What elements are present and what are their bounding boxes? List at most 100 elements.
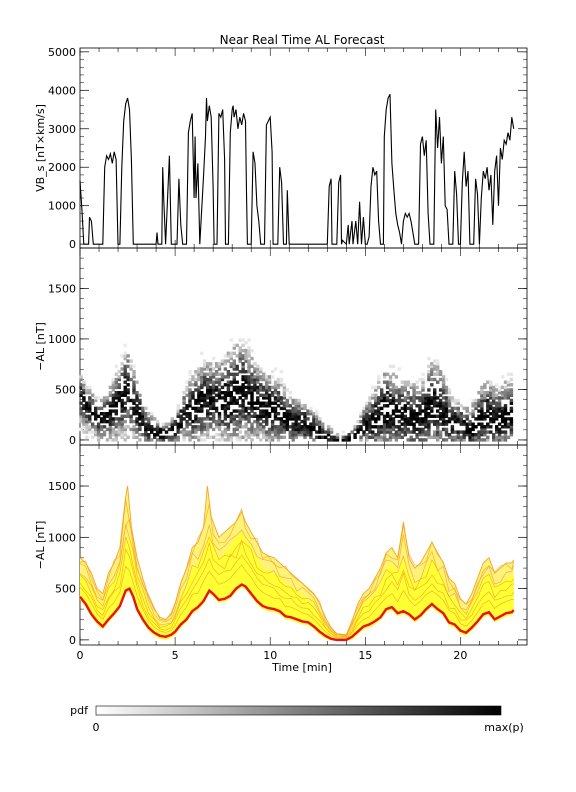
pdf-cell	[285, 425, 289, 429]
pdf-cell	[497, 398, 502, 403]
pdf-cell	[374, 419, 378, 424]
pdf-cell	[480, 414, 484, 418]
pdf-cell	[503, 404, 508, 408]
pdf-cell	[91, 398, 95, 403]
pdf-cell	[170, 427, 174, 432]
pdf-cell	[117, 393, 121, 397]
pdf-cell	[441, 427, 446, 432]
pdf-cell	[247, 427, 251, 432]
pdf-cell	[315, 412, 319, 416]
pdf-cell	[421, 385, 425, 390]
pdf-cell	[250, 356, 254, 361]
pdf-cell	[377, 412, 381, 416]
pdf-cell	[226, 354, 231, 358]
y-tick-label: 3000	[48, 123, 76, 136]
pdf-cell	[138, 393, 142, 397]
pdf-cell	[276, 425, 281, 429]
pdf-cell	[436, 427, 440, 432]
pdf-cell	[259, 388, 263, 392]
pdf-cell	[509, 388, 514, 392]
pdf-cell	[217, 438, 222, 442]
pdf-cell	[206, 377, 210, 382]
pdf-cell	[197, 398, 201, 403]
pdf-cell	[111, 401, 116, 405]
pdf-cell	[197, 375, 201, 379]
pdf-cell	[385, 380, 390, 384]
pdf-cell	[105, 438, 110, 442]
pdf-cell	[480, 412, 484, 416]
pdf-cell	[226, 375, 231, 379]
pdf-cell	[206, 427, 210, 432]
pdf-cell	[138, 425, 142, 429]
pdf-cell	[214, 385, 219, 390]
pdf-cell	[209, 367, 213, 371]
pdf-cell	[206, 404, 210, 408]
pdf-cell	[444, 433, 449, 437]
pdf-cell	[185, 414, 189, 418]
pdf-cell	[161, 422, 166, 426]
pdf-cell	[294, 401, 298, 405]
pdf-cell	[259, 393, 263, 397]
pdf-cell	[486, 438, 490, 442]
pdf-cell	[188, 412, 192, 416]
pdf-cell	[406, 427, 410, 432]
pdf-cell	[223, 359, 228, 363]
pdf-cell	[82, 385, 86, 390]
pdf-cell	[161, 438, 166, 442]
y-tick-label: 0	[69, 238, 76, 251]
pdf-cell	[406, 419, 410, 424]
pdf-cell	[276, 393, 281, 397]
pdf-cell	[85, 391, 89, 395]
pdf-cell	[377, 385, 381, 390]
pdf-cell	[459, 435, 463, 439]
pdf-cell	[88, 401, 92, 405]
pdf-cell	[306, 417, 310, 421]
pdf-cell	[430, 406, 434, 411]
pdf-cell	[444, 412, 449, 416]
pdf-cell	[489, 419, 493, 424]
pdf-cell	[285, 414, 289, 418]
pdf-cell	[91, 430, 95, 434]
pdf-cell	[382, 430, 387, 434]
pdf-cell	[288, 425, 292, 429]
pdf-cell	[217, 367, 222, 371]
pdf-cell	[114, 364, 118, 369]
pdf-cell	[282, 401, 287, 405]
pdf-cell	[85, 430, 89, 434]
pdf-cell	[79, 412, 83, 416]
pdf-cell	[474, 401, 478, 405]
pdf-cell	[409, 414, 413, 418]
pdf-cell	[468, 419, 472, 424]
pdf-cell	[179, 417, 183, 421]
pdf-cell	[111, 383, 116, 387]
pdf-cell	[365, 433, 369, 437]
pdf-cell	[262, 414, 266, 418]
pdf-cell	[256, 388, 260, 392]
pdf-cell	[506, 422, 511, 426]
pdf-cell	[436, 359, 440, 363]
pdf-cell	[182, 412, 186, 416]
pdf-cell	[412, 396, 416, 400]
pdf-cell	[170, 438, 174, 442]
pdf-cell	[441, 406, 446, 411]
pdf-cell	[492, 385, 496, 390]
pdf-cell	[217, 362, 222, 366]
pdf-cell	[188, 404, 192, 408]
pdf-cell	[111, 388, 116, 392]
pdf-cell	[176, 409, 180, 413]
pdf-cell	[182, 391, 186, 395]
pdf-cell	[185, 425, 189, 429]
pdf-cell	[397, 388, 402, 392]
pdf-cell	[167, 427, 172, 432]
pdf-cell	[270, 370, 275, 374]
pdf-cell	[456, 417, 460, 421]
pdf-cell	[167, 422, 172, 426]
pdf-cell	[262, 425, 266, 429]
pdf-cell	[377, 396, 381, 400]
pdf-cell	[209, 362, 213, 366]
pdf-cell	[132, 406, 136, 411]
pdf-cell	[185, 393, 189, 397]
pdf-cell	[400, 398, 404, 403]
pdf-cell	[276, 433, 281, 437]
pdf-cell	[120, 367, 124, 371]
